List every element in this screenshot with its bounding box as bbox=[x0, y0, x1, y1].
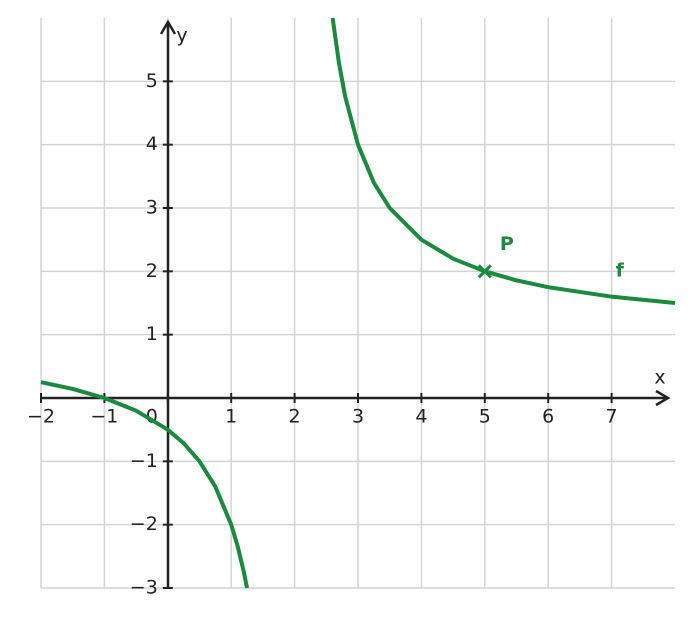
x-tick-label: 6 bbox=[542, 406, 554, 428]
x-tick-label: 7 bbox=[606, 406, 618, 428]
x-tick-label: 1 bbox=[225, 406, 237, 428]
y-tick-label: 3 bbox=[146, 197, 158, 219]
axes bbox=[41, 19, 671, 588]
x-tick-label: 2 bbox=[289, 406, 301, 428]
x-tick-label: −2 bbox=[27, 406, 55, 428]
point-label: P bbox=[500, 233, 514, 255]
function-label: f bbox=[616, 260, 625, 282]
x-tick-label: 4 bbox=[415, 406, 427, 428]
x-arrow bbox=[655, 389, 671, 407]
x-tick-label: 3 bbox=[352, 406, 364, 428]
y-tick-label: 2 bbox=[146, 260, 158, 282]
y-arrow bbox=[159, 19, 177, 35]
y-tick-label: −3 bbox=[130, 577, 158, 599]
y-tick-label: −2 bbox=[130, 513, 158, 535]
point-marker bbox=[477, 264, 492, 279]
y-tick-label: 1 bbox=[146, 323, 158, 345]
y-axis-label: y bbox=[176, 25, 187, 47]
function-curve bbox=[40, 17, 676, 589]
y-tick-label: −1 bbox=[130, 450, 158, 472]
x-tick-label: 5 bbox=[479, 406, 491, 428]
y-tick-label: 5 bbox=[146, 70, 158, 92]
y-tick-label: 4 bbox=[146, 133, 158, 155]
x-tick-label: −1 bbox=[90, 406, 118, 428]
x-axis-label: x bbox=[654, 367, 665, 389]
